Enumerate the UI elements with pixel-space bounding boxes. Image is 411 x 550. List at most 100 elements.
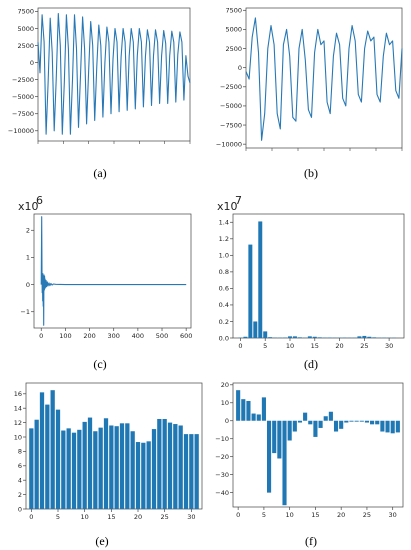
x-tick-label: 600	[180, 332, 192, 340]
scale-exponent-power: 7	[235, 194, 242, 207]
bar	[114, 426, 119, 509]
plot-frame	[232, 382, 404, 508]
bar	[248, 244, 253, 338]
x-tick-label: 20	[134, 513, 142, 521]
bar	[362, 335, 367, 338]
bar	[130, 431, 135, 509]
bar	[162, 419, 167, 509]
y-tick-label: 5000	[17, 25, 34, 33]
scale-exponent-label: x10	[217, 200, 238, 213]
bar	[189, 434, 194, 509]
bar	[135, 442, 141, 509]
bar	[146, 441, 151, 509]
bar	[194, 434, 199, 509]
bar	[173, 424, 178, 509]
x-tick-label: 10	[81, 513, 89, 521]
x-tick-label: 20	[337, 511, 345, 519]
y-tick-label: −5000	[220, 102, 242, 110]
bar	[385, 420, 390, 433]
bar	[354, 420, 359, 422]
bar	[292, 336, 297, 338]
caption-e: (e)	[95, 534, 108, 548]
plot-frame	[245, 7, 403, 149]
bar	[98, 427, 103, 509]
x-tick-label: 20	[335, 342, 343, 350]
x-tick-label: 15	[311, 342, 319, 350]
bar	[318, 420, 323, 428]
y-tick-label: 0	[26, 281, 30, 289]
y-tick-label: 0	[18, 505, 22, 513]
y-tick-label: 1	[26, 254, 30, 262]
caption-a: (a)	[93, 166, 106, 180]
bar	[292, 420, 297, 432]
bar	[157, 419, 162, 509]
x-tick-label: 0	[39, 332, 43, 340]
bar	[288, 336, 292, 338]
x-tick-label: 30	[385, 342, 393, 350]
y-tick-label: −1	[20, 308, 30, 316]
bar	[253, 321, 258, 338]
series-line	[37, 12, 191, 135]
bar	[103, 418, 109, 509]
y-tick-label: 14	[14, 405, 22, 413]
y-tick-label: 7500	[17, 8, 34, 16]
bar	[82, 421, 87, 509]
bar	[364, 420, 369, 423]
y-tick-label: −20	[215, 453, 229, 461]
y-tick-label: 2500	[17, 42, 34, 50]
bar	[66, 428, 71, 509]
y-tick-label: 0	[30, 59, 34, 67]
bar	[167, 422, 173, 509]
bar	[307, 336, 312, 338]
bar	[93, 431, 98, 509]
bar	[339, 420, 344, 429]
y-tick-label: 0	[225, 417, 229, 425]
y-tick-label: 1.4	[219, 219, 229, 227]
bar	[125, 423, 130, 509]
x-tick-label: 400	[132, 332, 144, 340]
bar	[119, 423, 125, 509]
bar	[243, 336, 248, 338]
bar	[297, 337, 302, 338]
y-tick-label: 16	[14, 390, 22, 398]
y-tick-label: 12	[14, 419, 22, 427]
bar	[263, 331, 268, 338]
plot-frame	[25, 382, 203, 510]
scale-exponent-power: 6	[36, 194, 43, 207]
y-tick-label: 10	[14, 433, 22, 441]
caption-d: (d)	[304, 357, 318, 371]
bar	[359, 420, 364, 422]
caption-b: (b)	[304, 166, 318, 180]
x-tick-label: 0	[236, 511, 240, 519]
bar	[87, 417, 93, 509]
x-tick-label: 500	[156, 332, 168, 340]
series-line	[40, 216, 187, 326]
y-tick-label: −2500	[220, 83, 242, 91]
y-tick-label: 0.0	[219, 334, 229, 342]
x-tick-label: 5	[263, 342, 267, 350]
x-tick-label: 5	[262, 511, 266, 519]
panel-a: 7500 5000 2500 0 −2500 −5000 −7500 −10000	[8, 7, 191, 144]
bar	[323, 416, 328, 421]
bar	[344, 420, 349, 423]
bar	[357, 336, 362, 338]
panel-f: 20 10 0 −10 −20 −30 −40 0 5 10 15 20 25 30	[215, 381, 404, 519]
x-tick-label: 0	[29, 513, 33, 521]
y-tick-label: −2500	[12, 76, 34, 84]
y-tick-label: 2	[26, 227, 30, 235]
x-tick-label: 100	[59, 332, 71, 340]
bar	[370, 420, 375, 425]
y-tick-label: 20	[221, 381, 229, 389]
bar	[61, 430, 66, 509]
bar	[308, 420, 313, 425]
y-tick-label: 8	[18, 448, 22, 456]
bar	[313, 420, 318, 437]
bar	[328, 411, 333, 421]
y-tick-label: 6	[18, 462, 22, 470]
x-tick-label: 0	[238, 342, 242, 350]
bar	[261, 397, 266, 421]
bar	[178, 425, 183, 509]
bar	[287, 420, 292, 441]
